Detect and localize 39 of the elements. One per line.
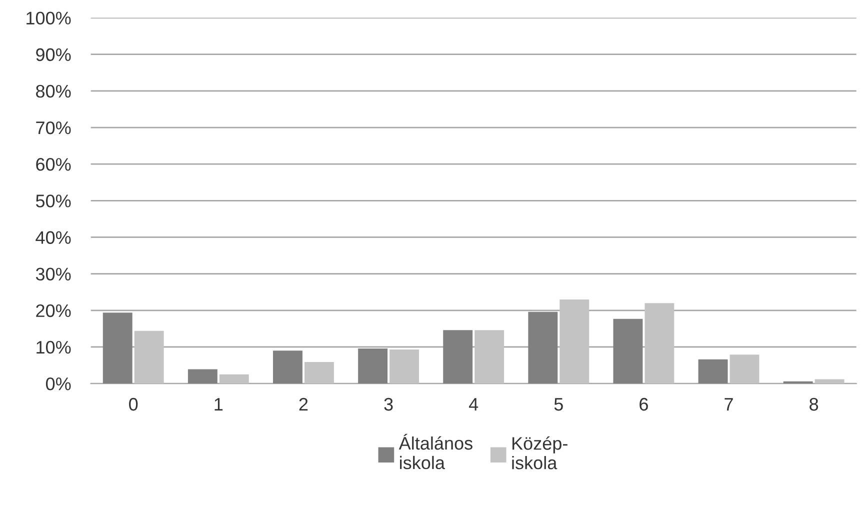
y-tick-label: 70% <box>36 121 71 134</box>
y-tick-label: 20% <box>36 304 71 318</box>
bar <box>304 362 334 384</box>
x-tick-label: 2 <box>299 398 308 411</box>
y-tick-label: 90% <box>36 48 71 62</box>
legend-label: Általános iskola <box>398 434 472 470</box>
x-tick-label: 4 <box>468 398 478 411</box>
y-tick-label: 30% <box>36 268 71 281</box>
bar <box>613 318 643 384</box>
y-tick-label: 40% <box>36 231 71 244</box>
bar <box>102 312 132 384</box>
bar <box>528 312 558 384</box>
bar <box>730 354 760 384</box>
y-tick-label: 60% <box>36 158 71 171</box>
y-tick-label: 100% <box>26 12 71 24</box>
y-tick-label: 80% <box>36 84 71 98</box>
bar <box>188 369 218 384</box>
bar <box>273 350 302 384</box>
x-tick-label: 6 <box>640 398 648 411</box>
legend-label: Közép- iskola <box>512 436 568 470</box>
bar <box>390 350 419 384</box>
y-tick-label: 50% <box>36 194 71 208</box>
x-tick-label: 1 <box>214 398 223 411</box>
x-tick-label: 7 <box>724 398 733 411</box>
x-tick-label: 5 <box>554 398 563 411</box>
bar <box>698 359 728 384</box>
x-tick-label: 0 <box>129 398 138 411</box>
bar <box>560 299 590 384</box>
x-tick-label: 3 <box>384 398 393 411</box>
bar <box>443 330 473 384</box>
bar <box>358 348 388 384</box>
bar <box>219 374 249 384</box>
bar <box>474 330 504 384</box>
x-tick-label: 8 <box>810 398 818 411</box>
bar <box>644 303 674 384</box>
y-tick-label: 0% <box>46 377 71 390</box>
y-tick-label: 10% <box>36 340 71 354</box>
bar <box>814 379 844 384</box>
bar <box>134 330 164 384</box>
